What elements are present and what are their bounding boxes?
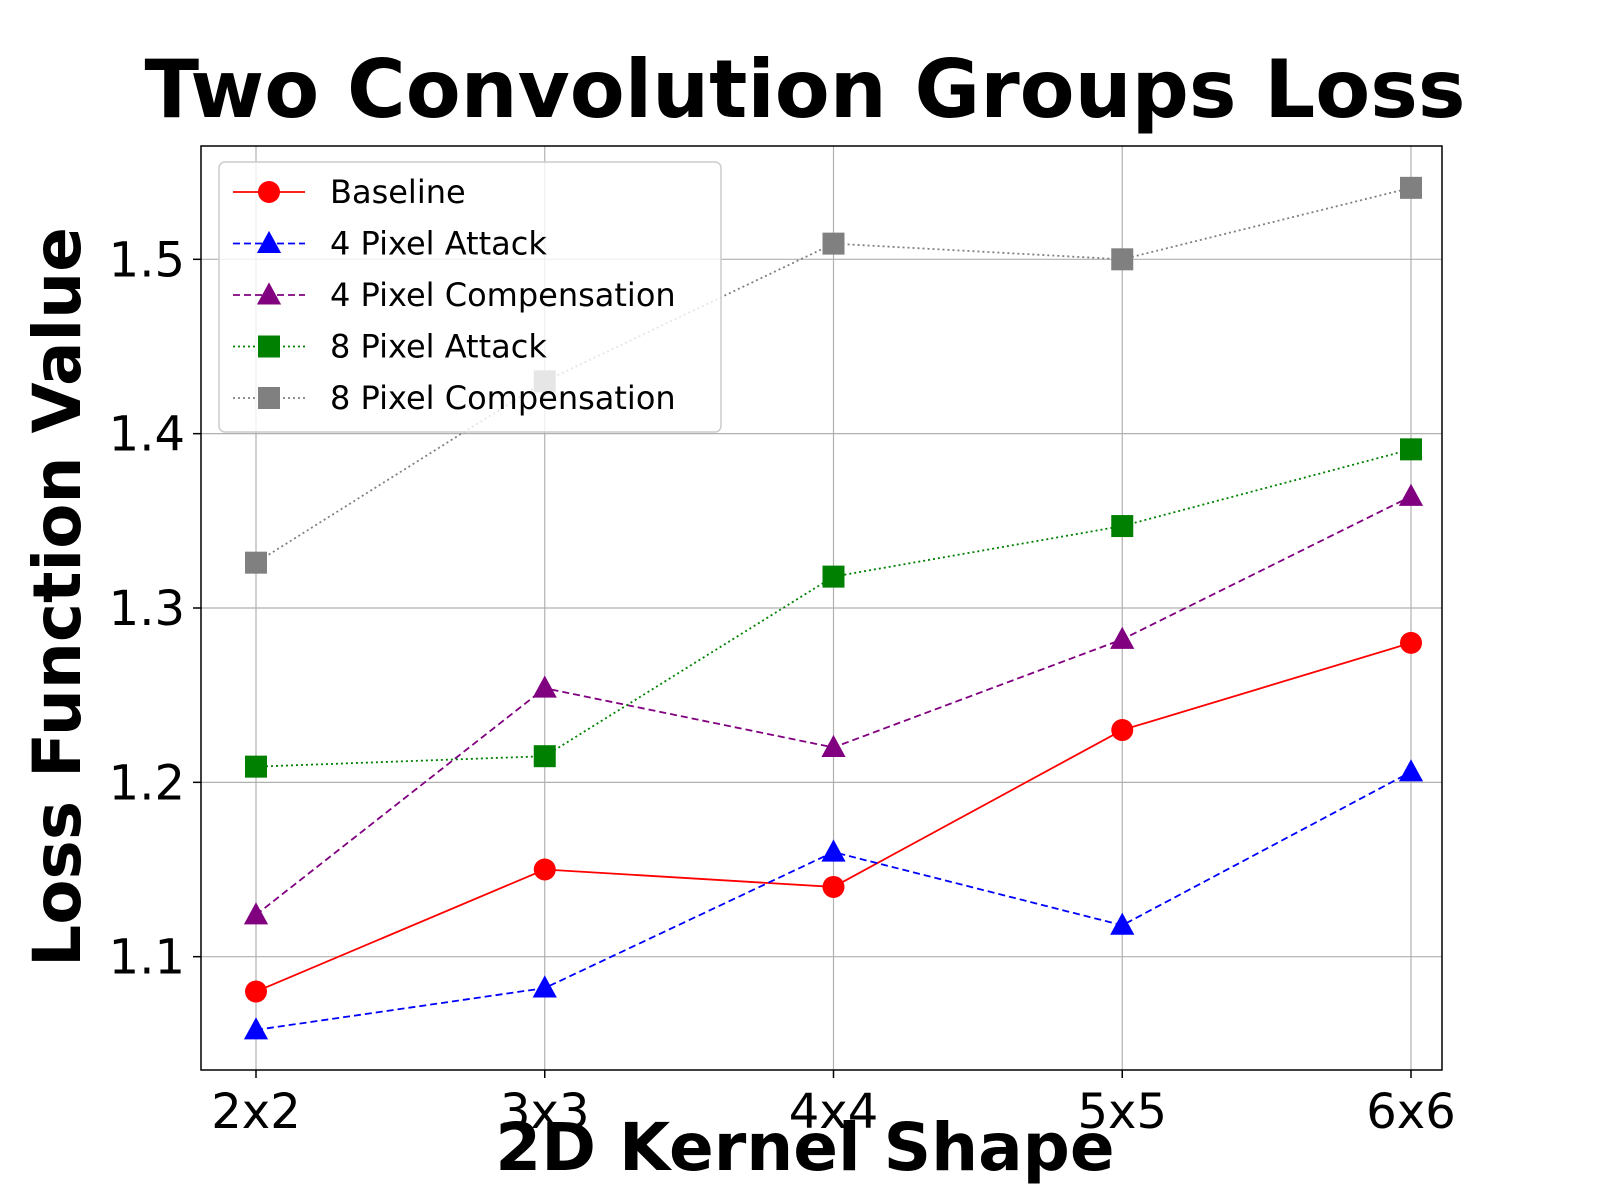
- x-axis-label: 2D Kernel Shape: [495, 1109, 1114, 1186]
- legend-marker-8-pixel-attack: [258, 335, 280, 358]
- legend-marker-8-pixel-compensation: [258, 387, 280, 409]
- legend-box: [218, 161, 722, 433]
- x-tick-label-6x6: 6x6: [1366, 1084, 1455, 1140]
- data-point-8-pixel-attack-3x3: [533, 745, 556, 768]
- legend: Baseline 4 Pixel Attack 4 Pixel Compensati…: [218, 161, 722, 433]
- data-point-baseline-3x3: [533, 858, 556, 881]
- x-tick-label-2x2: 2x2: [211, 1084, 300, 1140]
- data-point-4-pixel-compensation-3x3: [532, 675, 557, 698]
- data-point-4-pixel-compensation-2x2: [243, 902, 269, 925]
- data-point-8-pixel-compensation-5x5: [1111, 248, 1134, 271]
- data-point-8-pixel-attack-2x2: [245, 755, 267, 778]
- data-point-8-pixel-attack-5x5: [1111, 515, 1134, 538]
- legend-item-8-pixel-compensation: 8 Pixel Compensation: [233, 379, 676, 417]
- data-point-8-pixel-attack-4x4: [822, 565, 845, 588]
- series-8-pixel-attack: [245, 438, 1422, 778]
- x-tick-label-4x4: 4x4: [789, 1084, 878, 1140]
- legend-label-4-pixel-compensation: 4 Pixel Compensation: [330, 276, 676, 314]
- axis-ticks: 2x2 3x3 4x4 5x5 6x6 1.1 1.2 1.3 1.4 1.5: [109, 232, 1456, 1140]
- series-line-8-pixel-attack: [255, 448, 1412, 768]
- legend-item-baseline: Baseline: [233, 173, 466, 211]
- data-point-4-pixel-compensation-5x5: [1110, 626, 1135, 649]
- y-tick-label-1-3: 1.3: [109, 581, 185, 637]
- legend-label-4-pixel-attack: 4 Pixel Attack: [330, 225, 547, 263]
- legend-marker-4-pixel-attack: [256, 230, 282, 253]
- data-point-4-pixel-attack-4x4: [821, 839, 846, 862]
- data-point-4-pixel-attack-2x2: [243, 1017, 269, 1040]
- data-point-8-pixel-compensation-4x4: [822, 232, 845, 255]
- y-tick-label-1-4: 1.4: [109, 407, 185, 463]
- data-point-4-pixel-attack-6x6: [1398, 759, 1424, 782]
- y-tick-label-1-2: 1.2: [109, 755, 185, 811]
- chart-title: Two Convolution Groups Loss: [145, 43, 1466, 136]
- legend-item-4-pixel-compensation: 4 Pixel Compensation: [233, 276, 676, 314]
- legend-marker-baseline: [258, 181, 280, 203]
- data-point-baseline-4x4: [822, 875, 845, 898]
- series-8-pixel-compensation: [245, 176, 1422, 574]
- data-point-4-pixel-attack-5x5: [1110, 912, 1135, 935]
- data-point-baseline-6x6: [1400, 631, 1422, 654]
- legend-item-8-pixel-attack: 8 Pixel Attack: [233, 328, 547, 366]
- x-tick-label-3x3: 3x3: [500, 1084, 589, 1140]
- legend-label-baseline: Baseline: [330, 173, 466, 211]
- data-point-baseline-2x2: [245, 980, 267, 1003]
- series-baseline: [245, 631, 1422, 1003]
- legend-label-8-pixel-compensation: 8 Pixel Compensation: [330, 379, 676, 417]
- legend-label-8-pixel-attack: 8 Pixel Attack: [330, 328, 547, 366]
- series-4-pixel-compensation: [243, 483, 1424, 925]
- data-series: [243, 176, 1424, 1040]
- data-point-baseline-5x5: [1111, 719, 1134, 742]
- x-tick-label-5x5: 5x5: [1078, 1084, 1167, 1140]
- y-tick-label-1-5: 1.5: [109, 232, 185, 288]
- legend-item-4-pixel-attack: 4 Pixel Attack: [233, 225, 547, 263]
- series-4-pixel-attack: [243, 759, 1424, 1040]
- data-point-8-pixel-compensation-2x2: [245, 551, 267, 574]
- data-point-8-pixel-compensation-6x6: [1400, 176, 1422, 199]
- y-tick-label-1-1: 1.1: [109, 930, 185, 986]
- data-point-4-pixel-compensation-6x6: [1398, 483, 1424, 506]
- legend-marker-4-pixel-compensation: [256, 282, 282, 305]
- y-axis-label: Loss Function Value: [19, 227, 96, 967]
- data-point-8-pixel-attack-6x6: [1400, 438, 1422, 461]
- data-point-4-pixel-attack-3x3: [532, 975, 557, 998]
- data-point-4-pixel-compensation-4x4: [821, 734, 846, 757]
